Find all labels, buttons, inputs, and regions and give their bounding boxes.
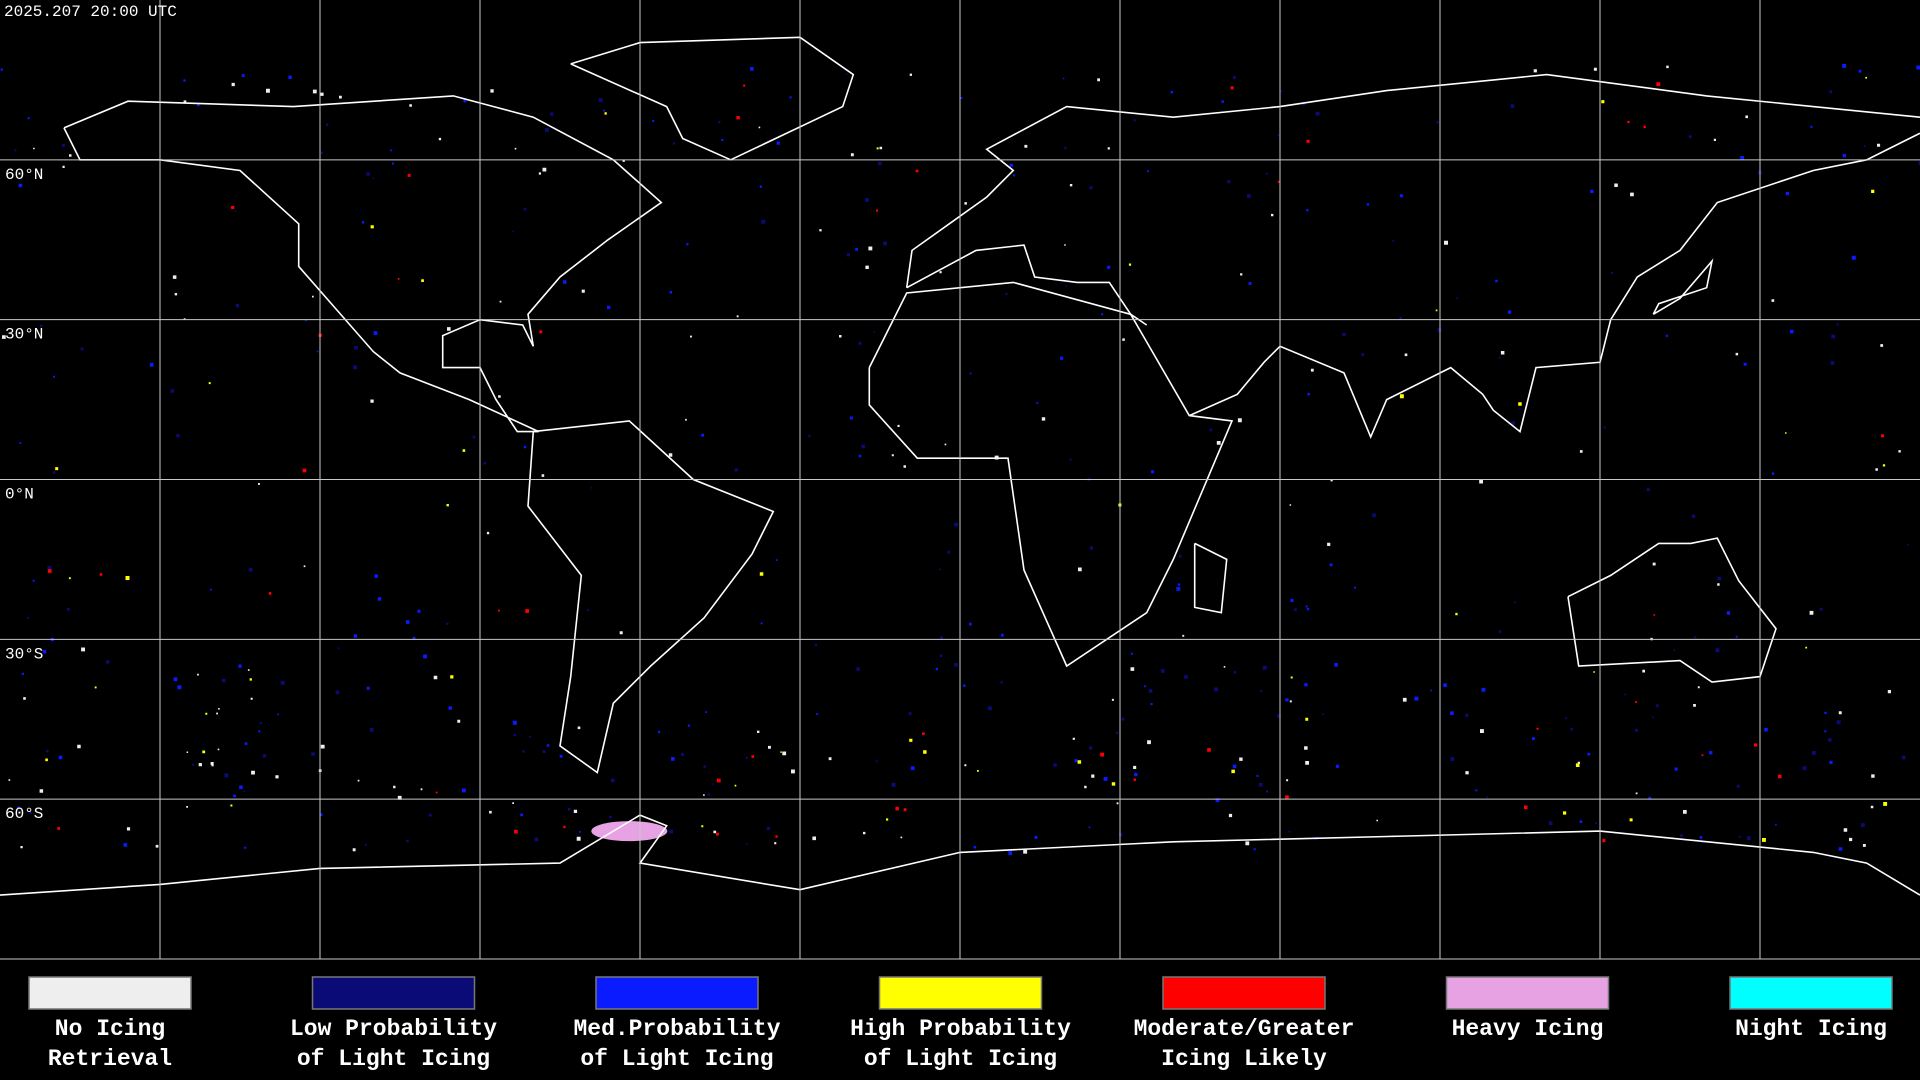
legend-label: Med.Probability <box>573 1016 780 1042</box>
legend: No Icing Retrieval Low Probability of Light… <box>28 976 1893 1072</box>
legend-swatch <box>1729 976 1893 1010</box>
latitude-label: 60°S <box>5 805 43 823</box>
legend-swatch <box>311 976 476 1010</box>
legend-label: No Icing <box>55 1016 165 1042</box>
legend-label: Low Probability <box>290 1016 497 1042</box>
coastline <box>868 281 1234 668</box>
timestamp: 2025.207 20:00 UTC <box>4 3 177 21</box>
coastline <box>1193 542 1228 614</box>
coastline <box>906 244 1148 326</box>
icing-speckle-layer <box>0 64 1920 856</box>
latitude-label: 30°S <box>5 645 43 663</box>
legend-swatch <box>878 976 1043 1010</box>
latitude-labels: 60°N 30°N 0°N 30°S 60°S <box>5 166 43 823</box>
legend-label: Night Icing <box>1735 1016 1887 1042</box>
coastline <box>1567 537 1777 683</box>
coastline <box>905 73 1920 288</box>
legend-label: Retrieval <box>48 1046 172 1072</box>
legend-swatch <box>595 976 759 1010</box>
icing-patch <box>591 821 668 842</box>
coastline <box>570 36 855 161</box>
legend-label: Moderate/Greater <box>1134 1016 1355 1042</box>
graticule <box>0 0 1920 960</box>
legend-label: of Light Icing <box>580 1046 773 1072</box>
legend-label: of Light Icing <box>297 1046 490 1072</box>
coastline <box>1652 258 1714 315</box>
legend-swatch <box>1445 976 1610 1010</box>
legend-label: Heavy Icing <box>1452 1016 1604 1042</box>
coastline <box>63 95 663 433</box>
legend-swatch <box>1162 976 1326 1010</box>
latitude-label: 30°N <box>5 326 43 344</box>
legend-label: High Probability <box>850 1016 1071 1042</box>
latitude-label: 60°N <box>5 166 43 184</box>
coastline <box>1188 132 1920 439</box>
latitude-label: 0°N <box>5 486 34 504</box>
legend-label: of Light Icing <box>864 1046 1057 1072</box>
coastline <box>527 420 775 774</box>
legend-swatch <box>28 976 192 1010</box>
legend-label: Icing Likely <box>1161 1046 1327 1072</box>
